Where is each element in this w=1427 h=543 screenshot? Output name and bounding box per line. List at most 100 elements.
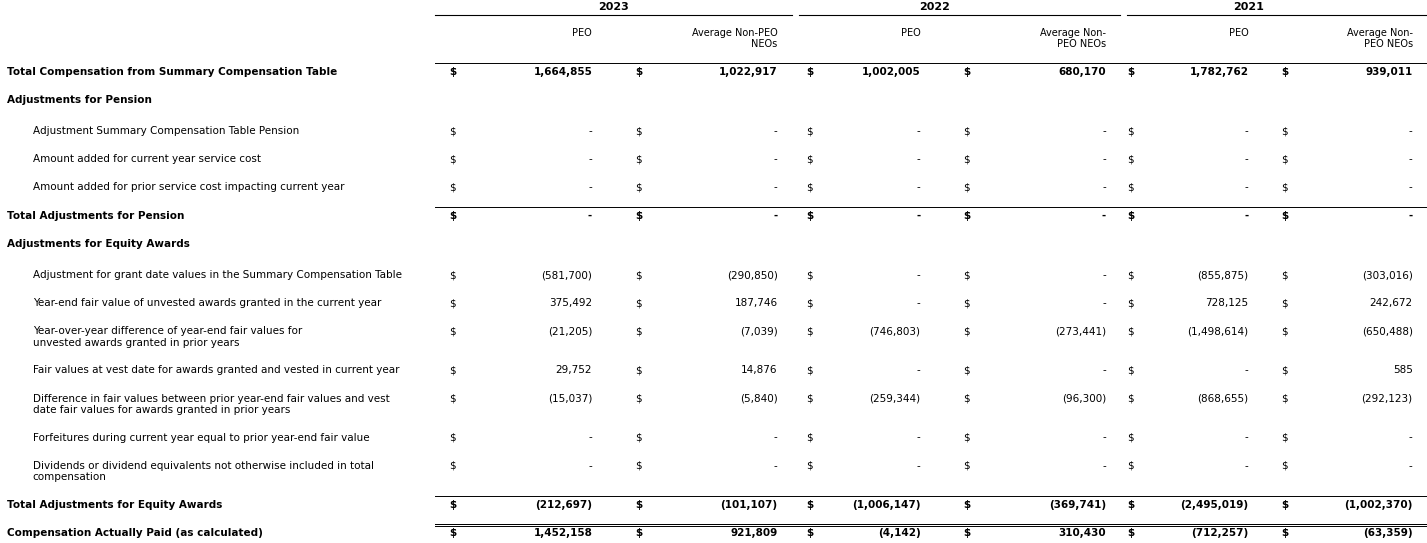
Text: (746,803): (746,803) [869,326,920,337]
Text: $: $ [450,270,457,280]
Text: -: - [1408,211,1413,220]
Text: Total Adjustments for Equity Awards: Total Adjustments for Equity Awards [7,500,223,510]
Text: Amount added for current year service cost: Amount added for current year service co… [33,154,261,165]
Text: 1,022,917: 1,022,917 [719,67,778,77]
Text: 2022: 2022 [919,3,950,12]
Text: 728,125: 728,125 [1206,298,1249,308]
Text: $: $ [806,500,813,510]
Text: -: - [916,154,920,165]
Text: -: - [773,154,778,165]
Text: -: - [773,211,778,220]
Text: (855,875): (855,875) [1197,270,1249,280]
Text: $: $ [635,460,642,471]
Text: $: $ [450,298,457,308]
Text: -: - [773,433,778,443]
Text: Adjustment Summary Compensation Table Pension: Adjustment Summary Compensation Table Pe… [33,126,300,136]
Text: Average Non-
PEO NEOs: Average Non- PEO NEOs [1347,28,1413,49]
Text: 1,664,855: 1,664,855 [534,67,592,77]
Text: $: $ [1127,211,1134,220]
Text: $: $ [806,365,813,375]
Text: $: $ [450,154,457,165]
Text: $: $ [963,500,970,510]
Text: $: $ [450,433,457,443]
Text: $: $ [963,182,970,192]
Text: -: - [773,182,778,192]
Text: (1,002,370): (1,002,370) [1344,500,1413,510]
Text: -: - [773,126,778,136]
Text: -: - [1102,298,1106,308]
Text: $: $ [1127,67,1134,77]
Text: Adjustments for Equity Awards: Adjustments for Equity Awards [7,239,190,249]
Text: PEO: PEO [900,28,920,37]
Text: (1,006,147): (1,006,147) [852,500,920,510]
Text: 1,782,762: 1,782,762 [1190,67,1249,77]
Text: $: $ [635,326,642,337]
Text: 375,492: 375,492 [549,298,592,308]
Text: -: - [1102,182,1106,192]
Text: $: $ [1281,500,1289,510]
Text: -: - [1244,211,1249,220]
Text: $: $ [1281,326,1289,337]
Text: $: $ [1127,365,1134,375]
Text: Total Compensation from Summary Compensation Table: Total Compensation from Summary Compensa… [7,67,337,77]
Text: -: - [773,460,778,471]
Text: -: - [1244,460,1249,471]
Text: 585: 585 [1393,365,1413,375]
Text: $: $ [963,528,970,538]
Text: $: $ [806,270,813,280]
Text: $: $ [806,126,813,136]
Text: $: $ [963,326,970,337]
Text: -: - [1408,460,1413,471]
Text: (292,123): (292,123) [1361,394,1413,403]
Text: -: - [1102,211,1106,220]
Text: $: $ [450,67,457,77]
Text: (581,700): (581,700) [541,270,592,280]
Text: $: $ [963,211,970,220]
Text: $: $ [963,394,970,403]
Text: $: $ [1281,394,1289,403]
Text: Dividends or dividend equivalents not otherwise included in total
compensation: Dividends or dividend equivalents not ot… [33,460,374,482]
Text: Compensation Actually Paid (as calculated): Compensation Actually Paid (as calculate… [7,528,263,538]
Text: $: $ [1127,154,1134,165]
Text: (712,257): (712,257) [1192,528,1249,538]
Text: -: - [1102,270,1106,280]
Text: $: $ [1281,211,1289,220]
Text: (63,359): (63,359) [1363,528,1413,538]
Text: -: - [1102,460,1106,471]
Text: PEO: PEO [572,28,592,37]
Text: $: $ [1281,460,1289,471]
Text: $: $ [450,365,457,375]
Text: $: $ [963,154,970,165]
Text: -: - [1102,365,1106,375]
Text: Amount added for prior service cost impacting current year: Amount added for prior service cost impa… [33,182,344,192]
Text: -: - [588,211,592,220]
Text: -: - [1244,365,1249,375]
Text: -: - [1102,126,1106,136]
Text: Fair values at vest date for awards granted and vested in current year: Fair values at vest date for awards gran… [33,365,400,375]
Text: $: $ [635,154,642,165]
Text: -: - [1102,433,1106,443]
Text: $: $ [1127,460,1134,471]
Text: $: $ [806,460,813,471]
Text: -: - [1244,126,1249,136]
Text: 1,452,158: 1,452,158 [534,528,592,538]
Text: -: - [1408,182,1413,192]
Text: -: - [1408,154,1413,165]
Text: $: $ [806,326,813,337]
Text: -: - [916,211,920,220]
Text: (868,655): (868,655) [1197,394,1249,403]
Text: $: $ [635,298,642,308]
Text: $: $ [1281,528,1289,538]
Text: $: $ [635,126,642,136]
Text: -: - [588,433,592,443]
Text: $: $ [635,394,642,403]
Text: $: $ [635,365,642,375]
Text: $: $ [635,67,642,77]
Text: $: $ [1127,528,1134,538]
Text: -: - [916,365,920,375]
Text: -: - [916,298,920,308]
Text: -: - [1244,154,1249,165]
Text: $: $ [450,182,457,192]
Text: 242,672: 242,672 [1370,298,1413,308]
Text: -: - [588,126,592,136]
